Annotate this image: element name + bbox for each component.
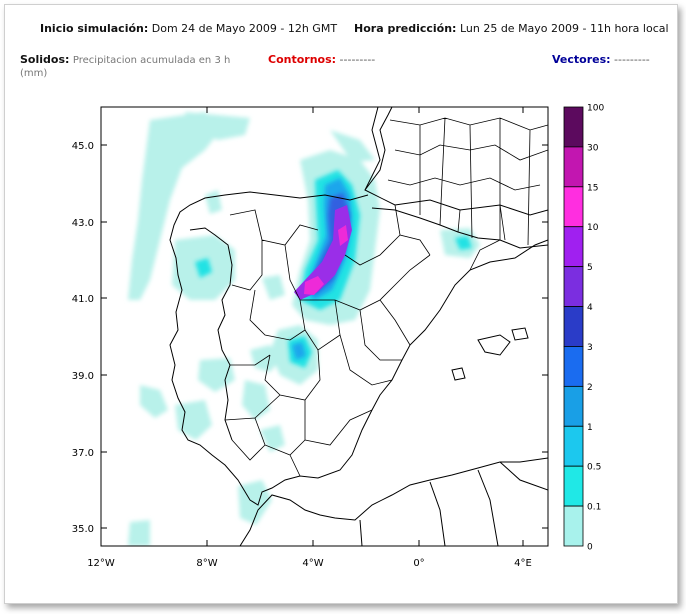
contornos-legend: Contornos: --------- [268,53,375,66]
lon-label: 4°W [302,558,323,569]
lat-label: 41.0 [72,294,94,305]
colorbar-label: 100 [587,104,604,114]
colorbar-swatch [563,226,584,268]
colorbar-label: 0.1 [587,503,601,513]
lat-label: 37.0 [72,448,94,459]
lat-labels: 45.0 43.0 41.0 39.0 37.0 35.0 [72,141,94,535]
solidos-value: Precipitacion acumulada en 3 h [72,55,231,66]
colorbar-label: 0 [587,543,593,553]
lat-label: 43.0 [72,218,94,229]
hora-label: Hora predicción: [354,22,457,35]
africa-borders [359,461,548,546]
coastlines-borders [169,107,548,546]
france-coast [364,107,393,191]
hora-prediccion: Hora predicción: Lun 25 de Mayo 2009 - 1… [354,22,669,35]
colorbar-swatch [563,146,584,188]
inicio-value: Dom 24 de Mayo 2009 - 12h GMT [151,22,338,35]
axis-ticks [100,107,548,546]
colorbar-label: 10 [587,223,599,233]
lat-label: 45.0 [72,141,94,152]
france-departments [387,117,548,246]
colorbar-swatch [563,505,584,547]
colorbar-swatch [563,385,584,427]
colorbar-swatch [563,465,584,507]
lat-label: 39.0 [72,371,94,382]
colorbar-label: 5 [587,263,593,273]
lat-label: 35.0 [72,524,94,535]
colorbar-swatch [563,186,584,228]
vectores-label: Vectores: [552,53,611,66]
colorbar-label: 1 [587,423,593,433]
colorbar-label: 4 [587,303,593,313]
vectores-legend: Vectores: --------- [552,53,650,66]
hora-value: Lun 25 de Mayo 2009 - 11h hora local [459,22,669,35]
vectores-value: --------- [614,53,650,66]
solidos-unit: (mm) [20,68,48,79]
lon-label: 0° [413,558,424,569]
colorbar-swatch [563,266,584,307]
lon-label: 12°W [87,558,115,569]
colorbar-label: 3 [587,343,593,353]
portugal-border [189,227,233,441]
colorbar-swatch [563,425,584,467]
colorbar-swatch [563,306,584,347]
solidos-label: Solidos: [20,53,70,66]
balearics [451,327,529,381]
iberia-coast [169,107,548,506]
africa-coast [239,457,548,546]
map-area [101,107,548,546]
lon-label: 8°W [196,558,217,569]
map-border [100,106,549,547]
solidos-legend: Solidos: Precipitacion acumulada en 3 h [20,53,230,66]
contornos-value: --------- [339,53,376,66]
lon-label: 4°E [514,558,532,569]
colorbar: 100 30 15 10 5 4 3 2 1 0.5 0.1 0 [563,104,604,553]
colorbar-swatch [563,106,584,148]
colorbar-label: 30 [587,143,599,153]
colorbar-swatch [563,346,584,387]
lon-labels: 12°W 8°W 4°W 0° 4°E [87,558,532,569]
colorbar-label: 0.5 [587,463,601,473]
contornos-label: Contornos: [268,53,337,66]
colorbar-label: 2 [587,383,593,393]
inicio-label: Inicio simulación: [40,22,149,35]
colorbar-label: 15 [587,183,598,193]
province-borders [224,204,506,477]
inicio-simulacion: Inicio simulación: Dom 24 de Mayo 2009 -… [40,22,337,35]
